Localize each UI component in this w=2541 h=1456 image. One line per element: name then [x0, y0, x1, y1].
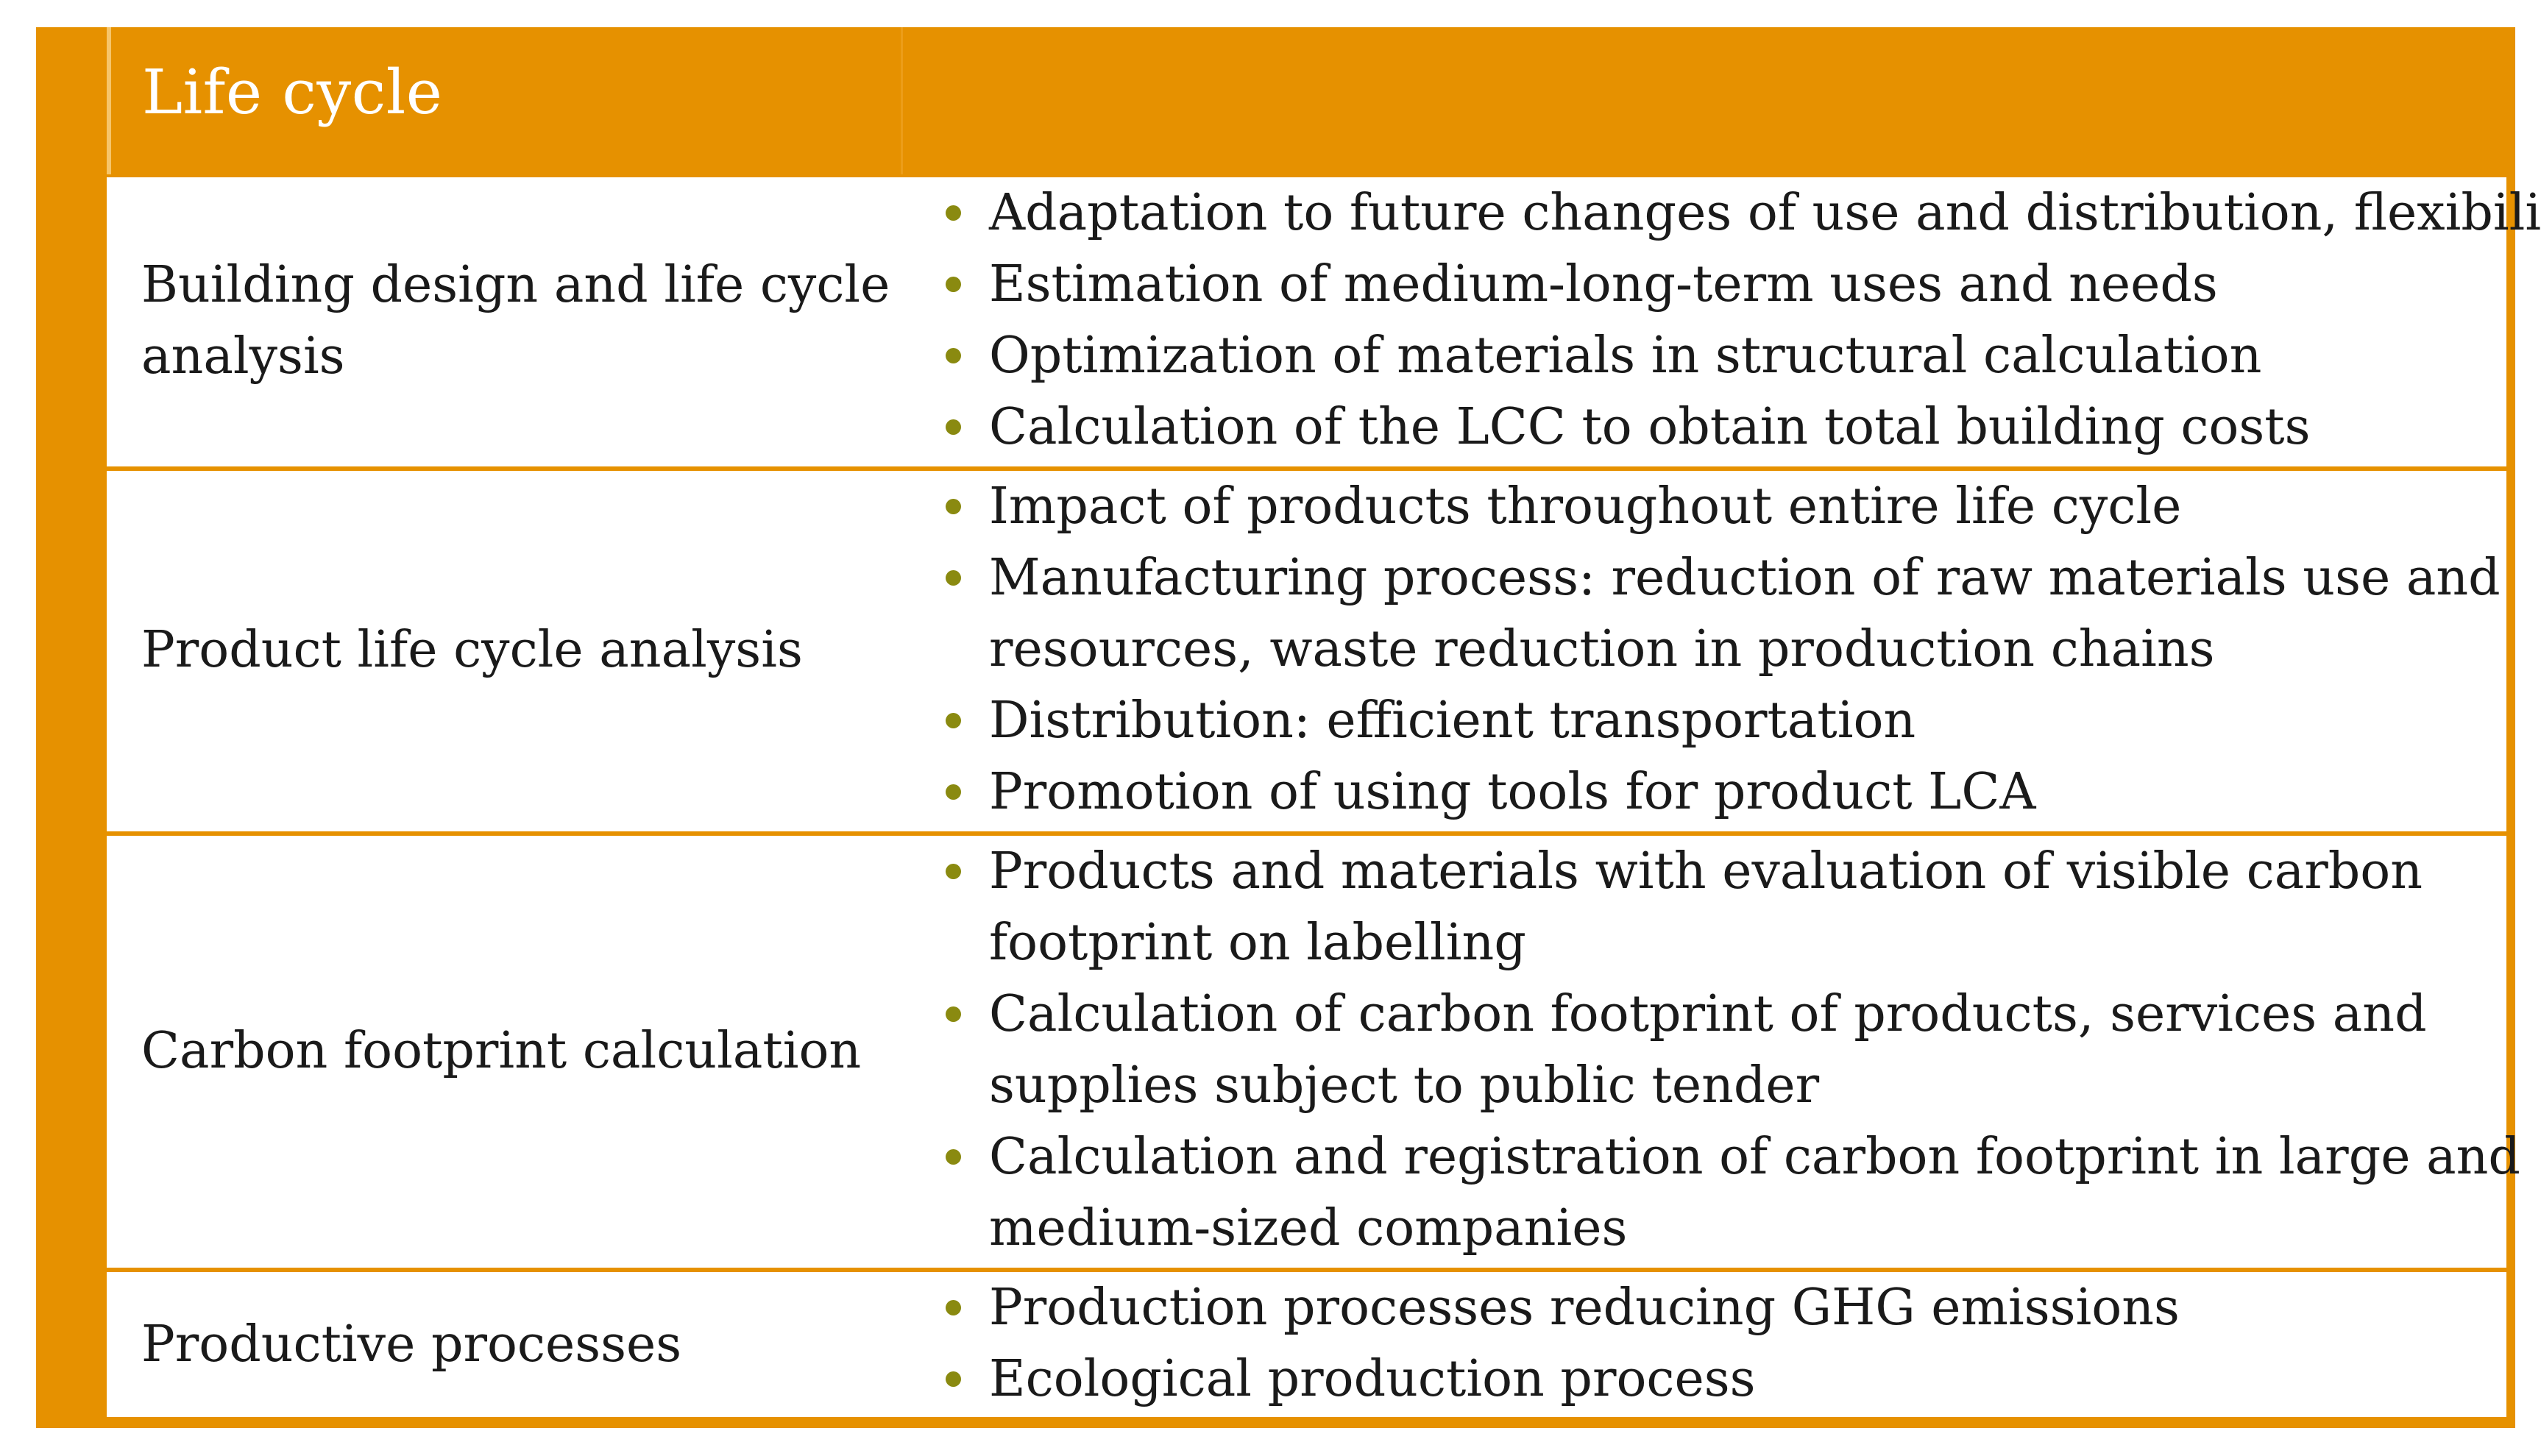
bullet-item: Products and materials with evaluation o…	[940, 836, 2520, 979]
bullet-text: Ecological production process	[989, 1350, 1756, 1408]
bullet-text: Adaptation to future changes of use and …	[989, 184, 2541, 242]
bullet-dot-icon	[946, 1006, 961, 1022]
bullet-text: Products and materials with evaluation o…	[989, 842, 2423, 901]
bullet-text: supplies subject to public tender	[989, 1057, 1820, 1115]
bullet-dot-icon	[946, 205, 961, 221]
bullet-list: Adaptation to future changes of use and …	[940, 177, 2541, 463]
bullet-item: Calculation and registration of carbon f…	[940, 1121, 2520, 1264]
bullet-list: Production processes reducing GHG emissi…	[940, 1272, 2180, 1415]
table-row: Building design and life cycle analysis …	[107, 177, 2541, 466]
bullet-item: Calculation of the LCC to obtain total b…	[940, 391, 2541, 463]
row-label-line: Carbon footprint calculation	[141, 1022, 862, 1080]
bullet-text: Calculation and registration of carbon f…	[989, 1128, 2520, 1186]
bullet-item: Adaptation to future changes of use and …	[940, 177, 2541, 249]
bullet-dot-icon	[946, 713, 961, 728]
life-cycle-table: Life cycle Building design and life cycl…	[36, 27, 2541, 1428]
bullet-item: Optimization of materials in structural …	[940, 320, 2541, 391]
bullet-dot-icon	[946, 784, 961, 800]
bullet-dot-icon	[946, 864, 961, 879]
bullet-text: medium-sized companies	[989, 1199, 1628, 1257]
bullet-dot-icon	[946, 570, 961, 586]
row-label: Carbon footprint calculation	[141, 1015, 861, 1087]
bullet-dot-icon	[946, 499, 961, 514]
header-divider	[107, 27, 111, 174]
row-label: Productive processes	[141, 1309, 681, 1380]
bullet-text: Manufacturing process: reduction of raw …	[989, 549, 2501, 607]
bullet-item: Impact of products throughout entire lif…	[940, 471, 2501, 542]
bullet-text: Calculation of carbon footprint of produ…	[989, 985, 2427, 1043]
bullet-item: Promotion of using tools for product LCA	[940, 756, 2501, 828]
table-title: Life cycle	[142, 57, 443, 128]
table-row: Carbon footprint calculation Products an…	[107, 836, 2520, 1268]
bullet-item: Manufacturing process: reduction of raw …	[940, 542, 2501, 685]
bullet-item: Distribution: efficient transportation	[940, 685, 2501, 756]
row-label-line: Building design and life cycle	[141, 256, 890, 314]
bullet-item: Calculation of carbon footprint of produ…	[940, 979, 2520, 1121]
row-label: Product life cycle analysis	[141, 614, 803, 686]
bullet-dot-icon	[946, 348, 961, 363]
bullet-dot-icon	[946, 1149, 961, 1165]
row-label: Building design and life cycle analysis	[141, 249, 890, 392]
bullet-item: Estimation of medium-long-term uses and …	[940, 249, 2541, 320]
bullet-text: Distribution: efficient transportation	[989, 692, 1916, 750]
bullet-item: Production processes reducing GHG emissi…	[940, 1272, 2180, 1343]
bullet-dot-icon	[946, 419, 961, 435]
row-label-line: Productive processes	[141, 1315, 682, 1374]
table-row: Product life cycle analysis Impact of pr…	[107, 471, 2506, 831]
header-column-divider	[901, 27, 903, 174]
bullet-text: Estimation of medium-long-term uses and …	[989, 255, 2218, 313]
bullet-item: Ecological production process	[940, 1343, 2180, 1415]
bullet-list: Products and materials with evaluation o…	[940, 836, 2520, 1264]
table-row: Productive processes Production processe…	[107, 1272, 2506, 1417]
bullet-text: Production processes reducing GHG emissi…	[989, 1279, 2180, 1337]
row-label-line: analysis	[141, 327, 345, 386]
bullet-text: footprint on labelling	[989, 914, 1526, 972]
bullet-dot-icon	[946, 1300, 961, 1315]
bullet-text: resources, waste reduction in production…	[989, 620, 2215, 678]
bullet-text: Calculation of the LCC to obtain total b…	[989, 398, 2311, 456]
bullet-list: Impact of products throughout entire lif…	[940, 471, 2501, 828]
bullet-dot-icon	[946, 1371, 961, 1387]
bullet-text: Optimization of materials in structural …	[989, 327, 2262, 385]
bullet-text: Impact of products throughout entire lif…	[989, 477, 2182, 536]
table-header: Life cycle	[36, 27, 2515, 177]
table-body: Building design and life cycle analysis …	[107, 177, 2541, 1421]
bullet-text: Promotion of using tools for product LCA	[989, 763, 2036, 821]
bullet-dot-icon	[946, 277, 961, 292]
row-label-line: Product life cycle analysis	[141, 621, 803, 679]
